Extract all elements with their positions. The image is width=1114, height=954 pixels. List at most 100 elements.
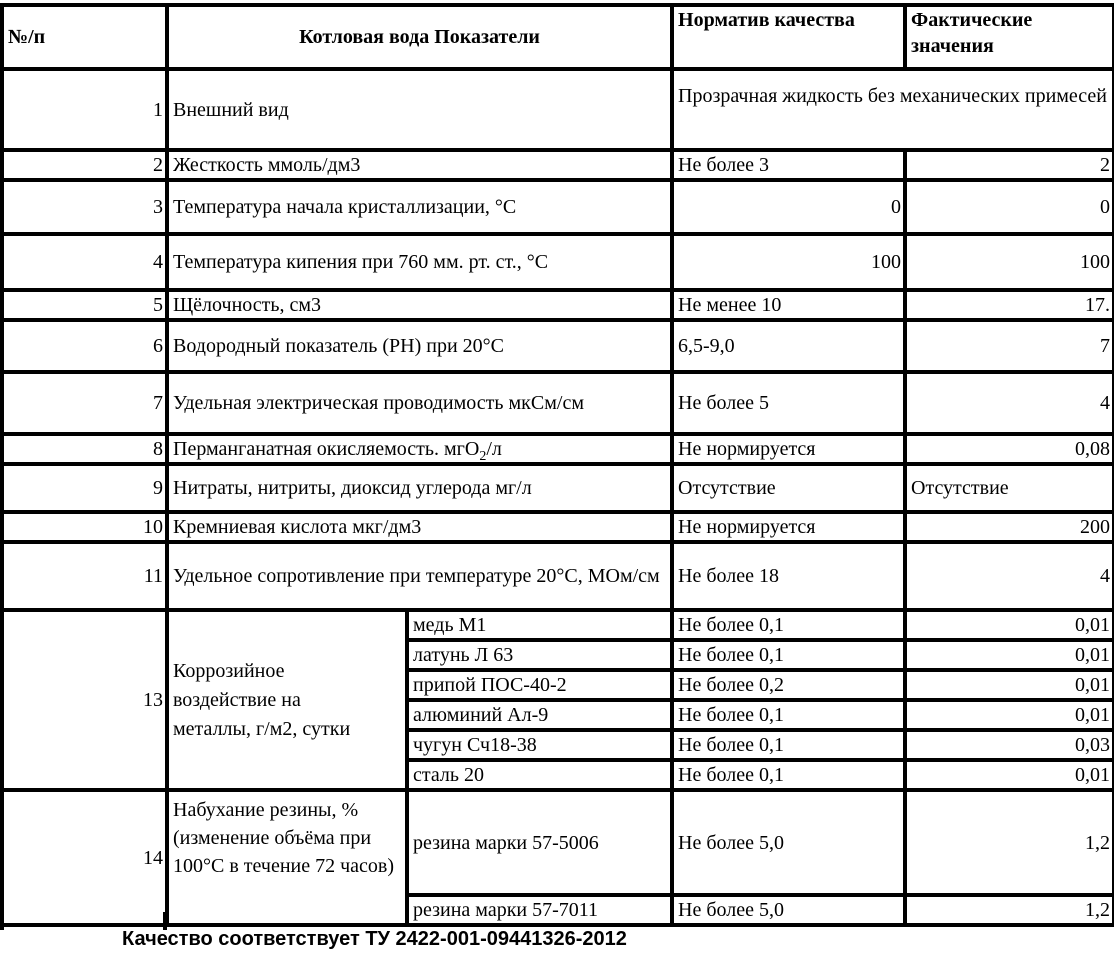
row-fact: 1,2	[903, 788, 1114, 897]
row-norm: 6,5-9,0	[670, 318, 908, 374]
border-stub	[163, 912, 167, 930]
corrosion-row: 13 Коррозийное воздействие на металлы, г…	[0, 608, 1114, 792]
header-fact: Фактические значения	[903, 3, 1114, 71]
row-name: Температура кипения при 760 мм. рт. ст.,…	[164, 232, 675, 292]
row-fact: 100	[903, 232, 1114, 292]
row-fact: 0,01	[903, 638, 1114, 672]
metal-name: припой ПОС-40-2	[404, 668, 675, 702]
table-row: 4 Температура кипения при 760 мм. рт. ст…	[0, 232, 1114, 292]
row-name: Температура начала кристаллизации, °С	[164, 178, 675, 236]
row-num: 13	[0, 608, 169, 792]
table-row: 9 Нитраты, нитриты, диоксид углерода мг/…	[0, 462, 1114, 514]
row-norm: Не более 0,1	[670, 698, 908, 732]
row-num: 11	[0, 540, 169, 612]
row-num: 10	[0, 510, 169, 544]
row-fact: 4	[903, 370, 1114, 436]
quality-table: №/п Котловая вода Показатели Норматив ка…	[0, 3, 1114, 927]
metal-name: алюминий Ал-9	[404, 698, 675, 732]
row-name: Удельная электрическая проводимость мкСм…	[164, 370, 675, 436]
rubber-row: резина марки 57-7011 Не более 5,0 1,2	[2, 893, 1114, 927]
row-name: Кремниевая кислота мкг/дм3	[164, 510, 675, 544]
header-norm: Норматив качества	[670, 3, 908, 71]
corrosion-row: алюминий Ал-9 Не более 0,1 0,01	[2, 698, 1114, 732]
row-name-main: Перманганатная окисляемость. мгO	[173, 438, 480, 460]
row-fact: 0	[903, 178, 1114, 236]
quality-statement: Качество соответствует ТУ 2422-001-09441…	[122, 928, 627, 950]
row-name: Щёлочность, см3	[164, 288, 675, 322]
row-num: 14	[0, 788, 169, 927]
row-name: Перманганатная окисляемость. мгO2/л	[164, 432, 675, 466]
row-num: 5	[0, 288, 169, 322]
row-norm: Не нормируется	[670, 432, 908, 466]
rubber-grade: резина марки 57-7011	[404, 893, 675, 927]
row-fact: 1,2	[903, 893, 1114, 927]
border-stub	[0, 912, 4, 930]
metal-name: сталь 20	[404, 758, 675, 792]
row-num: 4	[0, 232, 169, 292]
table-row: 5 Щёлочность, см3 Не менее 10 17.	[0, 288, 1114, 322]
row-fact: Отсутствие	[903, 462, 1114, 514]
row-num: 3	[0, 178, 169, 236]
corrosion-row: латунь Л 63 Не более 0,1 0,01	[2, 638, 1114, 672]
row-fact: 7	[903, 318, 1114, 374]
row-norm: Не нормируется	[670, 510, 908, 544]
table-row: 11 Удельное сопротивление при температур…	[0, 540, 1114, 612]
row-norm: Не менее 10	[670, 288, 908, 322]
row-fact: 0,03	[903, 728, 1114, 762]
row-fact: 0,01	[903, 668, 1114, 702]
row-name: Внешний вид	[164, 67, 675, 152]
row-fact: 0,08	[903, 432, 1114, 466]
header-indicator: Котловая вода Показатели	[164, 3, 675, 71]
row-norm: Не более 5,0	[670, 893, 908, 927]
header-row: №/п Котловая вода Показатели Норматив ка…	[0, 3, 1114, 71]
row-norm: Отсутствие	[670, 462, 908, 514]
corrosion-row: припой ПОС-40-2 Не более 0,2 0,01	[2, 668, 1114, 702]
table-row: 2 Жесткость ммоль/дм3 Не более 3 2	[0, 148, 1114, 182]
rubber-grade: резина марки 57-5006	[404, 788, 675, 897]
metal-name: медь М1	[404, 608, 675, 642]
row-norm: Не более 3	[670, 148, 908, 182]
rubber-row: 14 Набухание резины, % (изменение объёма…	[0, 788, 1114, 927]
corrosion-row: чугун Сч18-38 Не более 0,1 0,03	[2, 728, 1114, 762]
row-norm: Не более 0,1	[670, 728, 908, 762]
row-num: 8	[0, 432, 169, 466]
corrosion-row: сталь 20 Не более 0,1 0,01	[2, 758, 1114, 792]
table-row: 1 Внешний вид Прозрачная жидкость без ме…	[0, 67, 1114, 152]
row-name-tail: /л	[486, 438, 502, 460]
row-fact: 2	[903, 148, 1114, 182]
row-norm: Не более 18	[670, 540, 908, 612]
row-fact: 0,01	[903, 758, 1114, 792]
row-name: Жесткость ммоль/дм3	[164, 148, 675, 182]
row-merged-value: Прозрачная жидкость без механических при…	[670, 67, 1114, 152]
row-norm: Не более 0,2	[670, 668, 908, 702]
row-num: 1	[0, 67, 169, 152]
table-row: 3 Температура начала кристаллизации, °С …	[0, 178, 1114, 236]
table-row: 6 Водородный показатель (РН) при 20°С 6,…	[0, 318, 1114, 374]
row-num: 9	[0, 462, 169, 514]
table-row: 10 Кремниевая кислота мкг/дм3 Не нормиру…	[0, 510, 1114, 544]
row-fact: 0,01	[903, 608, 1114, 642]
table-row: 8 Перманганатная окисляемость. мгO2/л Не…	[0, 432, 1114, 466]
row-fact: 17.	[903, 288, 1114, 322]
row-num: 7	[0, 370, 169, 436]
row-norm: 0	[670, 178, 908, 236]
row-fact: 0,01	[903, 698, 1114, 732]
row-fact: 200	[903, 510, 1114, 544]
table-row: 7 Удельная электрическая проводимость мк…	[0, 370, 1114, 436]
row-norm: Не более 5	[670, 370, 908, 436]
row-norm: Не более 5,0	[670, 788, 908, 897]
row-name: Набухание резины, % (изменение объёма пр…	[165, 788, 409, 927]
row-name: Водородный показатель (РН) при 20°С	[164, 318, 675, 374]
row-num: 2	[0, 148, 169, 182]
row-name-subscript: 2	[479, 449, 487, 464]
row-norm: 100	[670, 232, 908, 292]
row-norm: Не более 0,1	[670, 758, 908, 792]
row-norm: Не более 0,1	[670, 608, 908, 642]
row-norm: Не более 0,1	[670, 638, 908, 672]
row-fact: 4	[903, 540, 1114, 612]
metal-name: латунь Л 63	[404, 638, 675, 672]
row-name: Удельное сопротивление при температуре 2…	[164, 540, 675, 612]
row-name: Коррозийное воздействие на металлы, г/м2…	[165, 608, 409, 792]
metal-name: чугун Сч18-38	[404, 728, 675, 762]
header-num: №/п	[0, 3, 169, 71]
